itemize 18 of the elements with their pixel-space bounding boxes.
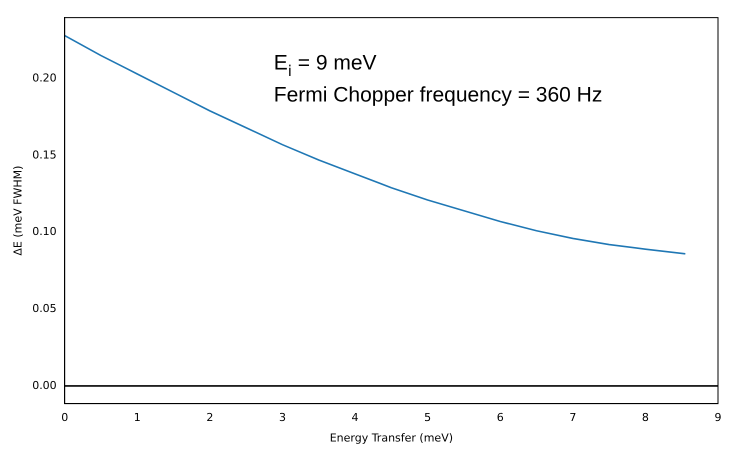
x-tick-label: 6 — [496, 411, 504, 424]
y-tick-label: 0.15 — [32, 148, 57, 162]
y-tick-label: 0.00 — [32, 378, 57, 392]
y-tick-label: 0.20 — [32, 71, 57, 84]
x-tick-label: 2 — [206, 411, 214, 424]
y-axis-title: ΔE (meV FWHM) — [11, 166, 24, 256]
x-tick-label: 7 — [569, 411, 576, 424]
x-axis-title: Energy Transfer (meV) — [330, 431, 454, 444]
x-tick-label: 8 — [642, 411, 649, 424]
annotation: Fermi Chopper frequency = 360 Hz — [274, 84, 602, 107]
x-tick-label: 9 — [714, 411, 722, 424]
x-tick-label: 1 — [134, 411, 141, 424]
y-tick-label: 0.10 — [32, 225, 57, 238]
x-tick-label: 4 — [352, 411, 359, 424]
x-tick-label: 0 — [61, 411, 68, 424]
y-tick-label: 0.05 — [32, 302, 57, 315]
x-tick-label: 5 — [424, 411, 432, 424]
x-tick-label: 3 — [278, 411, 286, 424]
